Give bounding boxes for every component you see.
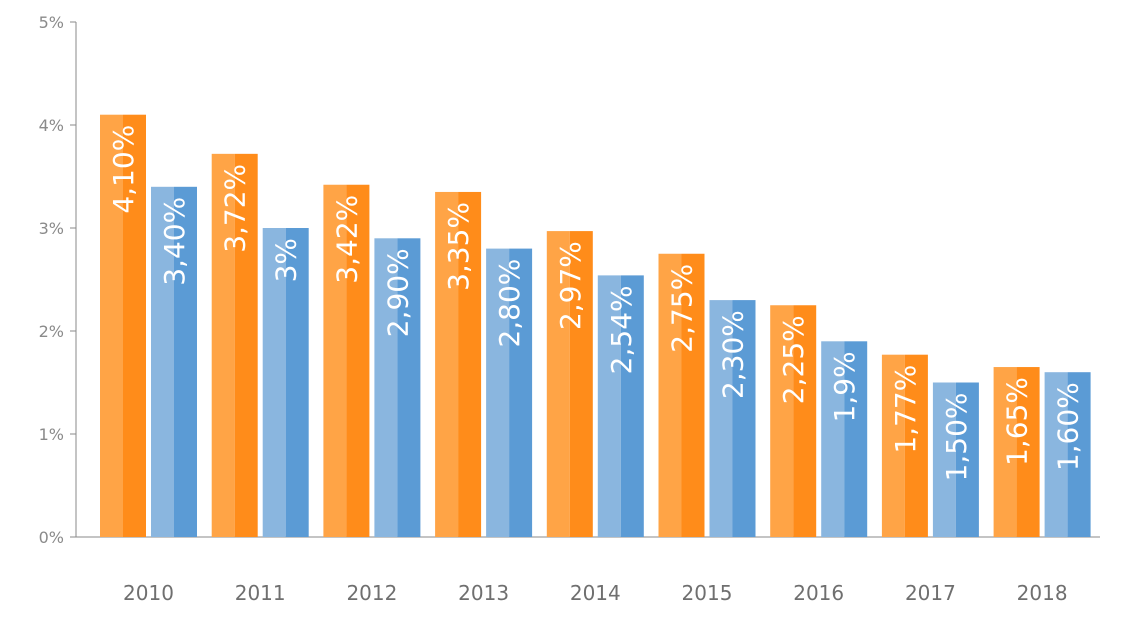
x-category-label: 2012	[346, 581, 397, 605]
bar-2013-s2: 2,80%	[486, 248, 533, 537]
bar-left-half	[821, 341, 845, 537]
bar-right-half	[346, 184, 370, 538]
bar-2018-s2: 1,60%	[1044, 372, 1091, 537]
bar-left-half	[262, 228, 286, 537]
data-label: 4,10%	[107, 125, 140, 214]
bar-left-half	[374, 238, 398, 538]
data-label: 3%	[270, 238, 303, 282]
bars-group: 4,10% 3,40% 3,72% 3% 3,42% 2,90% 3,35% 2,80% 2,9…	[100, 114, 1091, 538]
bar-2014-s2: 2,54%	[597, 275, 644, 537]
bar-2015-s2: 2,30%	[709, 300, 756, 537]
bar-right-half	[793, 305, 817, 537]
bar-2012-s2: 2,90%	[374, 238, 421, 538]
bar-left-half	[932, 382, 956, 537]
bar-2016-s1: 2,25%	[770, 305, 817, 537]
bar-left-half	[486, 248, 510, 537]
bar-right-half	[285, 228, 309, 537]
y-tick-label: 0%	[39, 528, 64, 547]
x-category-label: 2011	[235, 581, 286, 605]
bar-right-half	[681, 253, 705, 537]
bar-left-half	[658, 253, 682, 537]
data-label: 1,77%	[889, 365, 922, 454]
bar-2010-s1: 4,10%	[100, 114, 146, 537]
data-label: 1,60%	[1052, 382, 1085, 471]
bar-2017-s1: 1,77%	[881, 354, 928, 537]
data-label: 2,97%	[554, 241, 587, 330]
bar-left-half	[597, 275, 621, 537]
data-label: 1,65%	[1001, 377, 1034, 466]
bar-left-half	[770, 305, 794, 537]
bar-right-half	[1016, 367, 1040, 537]
x-category-label: 2016	[793, 581, 844, 605]
bar-left-half	[993, 367, 1017, 537]
data-label: 2,54%	[605, 285, 638, 374]
bar-right-half	[174, 186, 197, 538]
bar-left-half	[881, 354, 905, 537]
y-tick-label: 5%	[39, 13, 64, 32]
bar-2012-s1: 3,42%	[323, 184, 370, 538]
bar-right-half	[509, 248, 533, 537]
data-label: 1,9%	[828, 351, 861, 422]
bar-right-half	[123, 114, 146, 537]
data-label: 2,75%	[666, 264, 699, 353]
data-label: 2,25%	[777, 315, 810, 404]
data-label: 2,80%	[493, 259, 526, 348]
bar-right-half	[458, 191, 482, 537]
bar-right-half	[620, 275, 644, 537]
bar-left-half	[323, 184, 347, 538]
bar-left-half	[709, 300, 733, 537]
data-label: 3,40%	[158, 197, 191, 286]
bar-2018-s1: 1,65%	[993, 367, 1040, 537]
bar-left-half	[435, 191, 459, 537]
bar-left-half	[151, 186, 174, 538]
bar-left-half	[211, 153, 235, 537]
y-tick-label: 1%	[39, 425, 64, 444]
y-tick-label: 4%	[39, 116, 64, 135]
bar-2013-s1: 3,35%	[435, 191, 482, 537]
x-category-label: 2015	[682, 581, 733, 605]
bar-right-half	[1067, 372, 1091, 537]
bar-2010-s2: 3,40%	[151, 186, 197, 538]
bar-2014-s1: 2,97%	[546, 231, 593, 537]
data-label: 3,72%	[219, 164, 252, 253]
bar-left-half	[100, 114, 123, 537]
bar-right-half	[569, 231, 593, 537]
y-tick-label: 3%	[39, 219, 64, 238]
x-category-label: 2014	[570, 581, 621, 605]
bar-right-half	[234, 153, 258, 537]
data-label: 2,30%	[717, 310, 750, 399]
bar-right-half	[955, 382, 979, 537]
bar-left-half	[1044, 372, 1068, 537]
x-category-label: 2018	[1017, 581, 1068, 605]
data-label: 3,35%	[442, 202, 475, 291]
bar-2017-s2: 1,50%	[932, 382, 979, 537]
bar-left-half	[546, 231, 570, 537]
bar-2011-s2: 3%	[262, 228, 309, 537]
bar-right-half	[844, 341, 868, 537]
data-label: 2,90%	[381, 248, 414, 337]
data-label: 1,50%	[940, 393, 973, 482]
bar-2015-s1: 2,75%	[658, 253, 705, 537]
bar-2011-s1: 3,72%	[211, 153, 258, 537]
x-category-label: 2013	[458, 581, 509, 605]
x-category-label: 2010	[123, 581, 174, 605]
x-category-label: 2017	[905, 581, 956, 605]
bar-right-half	[904, 354, 928, 537]
x-axis-labels: 2010 2011 2012 2013 2014 2015 2016 2017 2018	[123, 581, 1068, 605]
bar-right-half	[732, 300, 756, 537]
data-label: 3,42%	[330, 195, 363, 284]
bar-2016-s2: 1,9%	[821, 341, 868, 537]
bar-right-half	[397, 238, 421, 538]
y-tick-label: 2%	[39, 322, 64, 341]
